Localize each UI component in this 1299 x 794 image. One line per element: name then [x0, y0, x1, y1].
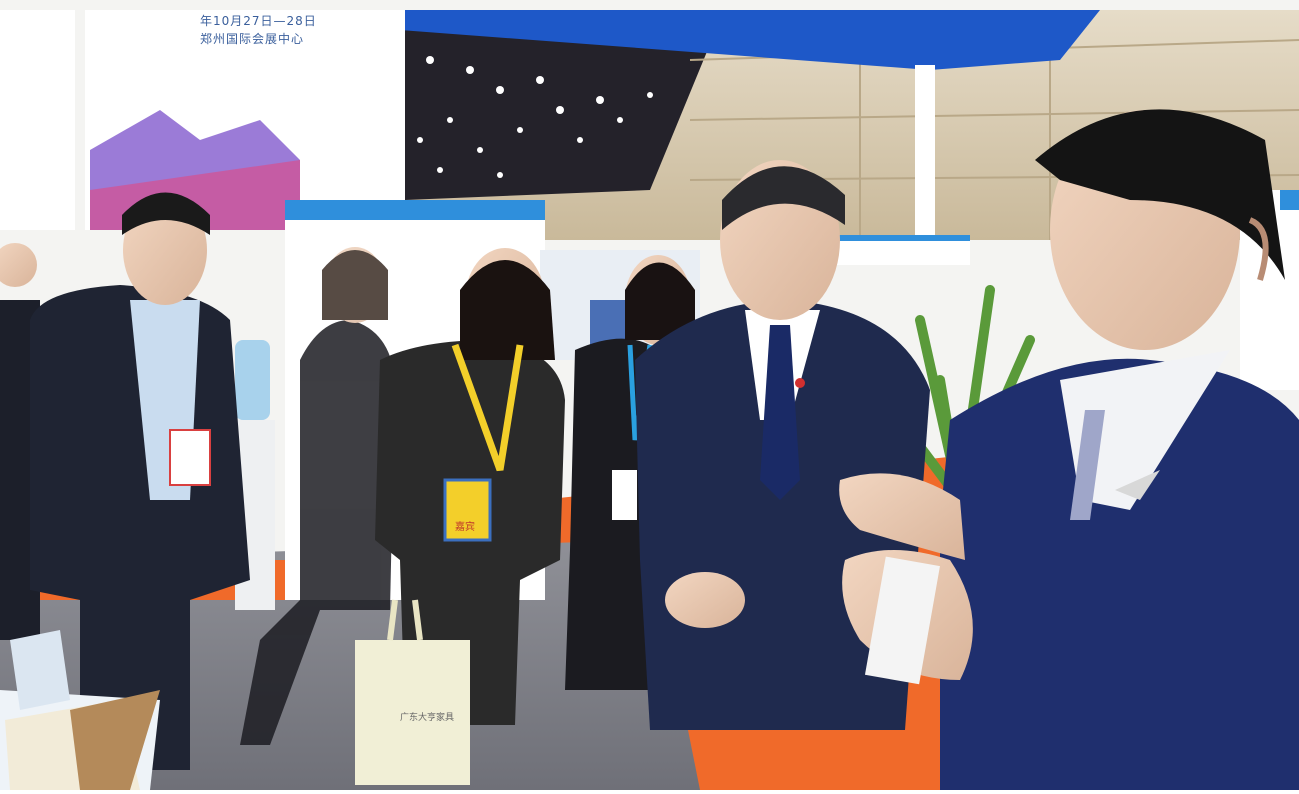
left-wall-panel	[0, 10, 75, 230]
banner-date: 年10月27日—28日	[200, 14, 317, 28]
canopy-pole	[915, 65, 935, 245]
shopping-bag	[355, 640, 470, 785]
person-woman-black	[565, 255, 695, 690]
lapel-pin	[1115, 470, 1160, 500]
bag-text: 广东大亨家具	[400, 711, 454, 723]
ceiling-lights	[27, 56, 653, 203]
badge-label: 嘉宾	[455, 520, 475, 533]
gesturing-hands	[839, 473, 973, 685]
water-bottle	[235, 340, 270, 420]
banner-venue: 郑州国际会展中心	[200, 32, 305, 46]
person-man-left	[30, 192, 250, 770]
person-woman-walking	[240, 247, 395, 745]
person-man-right	[940, 109, 1299, 790]
brochure-stack	[0, 630, 160, 790]
person-woman-polka-dot: 嘉宾 广东大亨家具	[355, 248, 565, 785]
held-paper	[864, 556, 940, 685]
blue-canopy	[400, 10, 1100, 70]
